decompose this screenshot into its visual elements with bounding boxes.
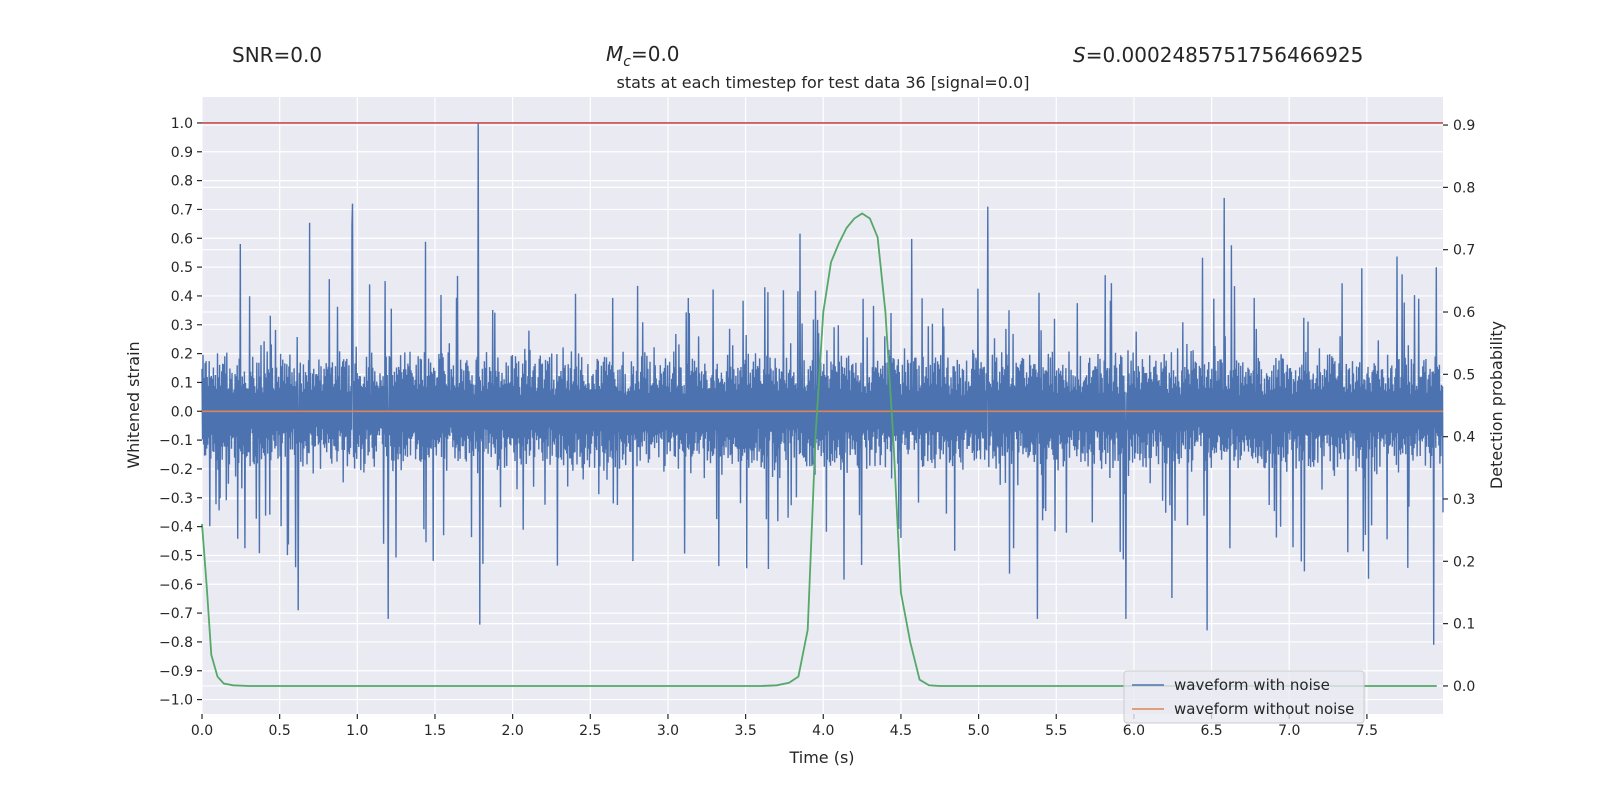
x-tick-label-2: 1.0 bbox=[346, 723, 368, 739]
x-tick-label-7: 3.5 bbox=[734, 723, 756, 739]
x-tick-label-1: 0.5 bbox=[269, 723, 291, 739]
left-y-tick-label-12: −0.2 bbox=[159, 462, 193, 478]
chirp-mass-subscript: c bbox=[623, 54, 631, 70]
left-y-axis-ticks: 1.0 0.9 0.8 0.7 0.6 0.5 0.4 0.3 0.2 0.1 0.0 −0.1 −0.… bbox=[159, 116, 202, 709]
left-y-tick-label-1: 0.9 bbox=[171, 145, 193, 161]
x-axis-label: Time (s) bbox=[788, 748, 854, 767]
right-y-tick-label-2: 0.7 bbox=[1453, 243, 1475, 259]
left-y-tick-label-7: 0.3 bbox=[171, 318, 193, 334]
x-tick-label-9: 4.5 bbox=[890, 723, 912, 739]
right-y-tick-label-1: 0.8 bbox=[1453, 180, 1475, 196]
snr-stat: SNR=0.0 bbox=[232, 43, 322, 67]
x-axis-ticks: 0.0 0.5 1.0 1.5 2.0 2.5 3.0 3.5 4.0 4.5 5.0 5.5 6.0 6… bbox=[191, 714, 1378, 739]
right-y-tick-label-5: 0.4 bbox=[1453, 430, 1475, 446]
right-y-tick-label-8: 0.1 bbox=[1453, 617, 1475, 633]
legend-label-clean: waveform without noise bbox=[1174, 700, 1354, 718]
x-tick-label-3: 1.5 bbox=[424, 723, 446, 739]
left-y-tick-label-20: −1.0 bbox=[159, 693, 193, 709]
left-y-tick-label-18: −0.8 bbox=[159, 635, 193, 651]
chirp-mass-symbol: M bbox=[606, 42, 623, 66]
left-y-tick-label-6: 0.4 bbox=[171, 289, 193, 305]
x-tick-label-6: 3.0 bbox=[657, 723, 679, 739]
x-tick-label-4: 2.0 bbox=[502, 723, 524, 739]
left-y-tick-label-3: 0.7 bbox=[171, 202, 193, 218]
left-y-tick-label-0: 1.0 bbox=[171, 116, 193, 132]
left-y-tick-label-13: −0.3 bbox=[159, 491, 193, 507]
left-y-tick-label-10: 0.0 bbox=[171, 404, 193, 420]
right-y-tick-label-9: 0.0 bbox=[1453, 679, 1475, 695]
x-tick-label-0: 0.0 bbox=[191, 723, 213, 739]
x-tick-label-10: 5.0 bbox=[967, 723, 989, 739]
x-tick-label-13: 6.5 bbox=[1200, 723, 1222, 739]
chirp-mass-stat: Mc=0.0 bbox=[606, 42, 680, 70]
right-y-axis-ticks: 0.9 0.8 0.7 0.6 0.5 0.4 0.3 0.2 0.1 0.0 bbox=[1443, 118, 1475, 695]
right-y-tick-label-4: 0.5 bbox=[1453, 367, 1475, 383]
s-symbol: S bbox=[1073, 43, 1086, 67]
right-y-tick-label-3: 0.6 bbox=[1453, 305, 1475, 321]
right-y-tick-label-7: 0.2 bbox=[1453, 554, 1475, 570]
right-y-tick-label-6: 0.3 bbox=[1453, 492, 1475, 508]
left-y-tick-label-4: 0.6 bbox=[171, 231, 193, 247]
waveform-with-noise-line bbox=[201, 122, 1444, 645]
chirp-mass-value: =0.0 bbox=[631, 42, 680, 66]
left-y-tick-label-2: 0.8 bbox=[171, 174, 193, 190]
detection-probability-line bbox=[201, 212, 1437, 687]
legend: waveform with noise waveform without noi… bbox=[1123, 670, 1365, 724]
left-y-tick-label-9: 0.1 bbox=[171, 375, 193, 391]
left-y-tick-label-15: −0.5 bbox=[159, 548, 193, 564]
legend-box bbox=[1123, 670, 1365, 724]
left-y-axis-label: Whitened strain bbox=[124, 341, 143, 468]
left-y-tick-label-5: 0.5 bbox=[171, 260, 193, 276]
left-y-tick-label-16: −0.6 bbox=[159, 577, 193, 593]
x-tick-label-14: 7.0 bbox=[1278, 723, 1300, 739]
x-tick-label-12: 6.0 bbox=[1123, 723, 1145, 739]
legend-label-noise: waveform with noise bbox=[1174, 676, 1330, 694]
chart-title: stats at each timestep for test data 36 … bbox=[617, 73, 1030, 92]
left-y-tick-label-17: −0.7 bbox=[159, 606, 193, 622]
right-y-axis-label: Detection probability bbox=[1487, 321, 1506, 489]
x-tick-label-5: 2.5 bbox=[579, 723, 601, 739]
s-stat: S=0.0002485751756466925 bbox=[1073, 43, 1363, 67]
left-y-tick-label-11: −0.1 bbox=[159, 433, 193, 449]
s-value: =0.0002485751756466925 bbox=[1086, 43, 1364, 67]
left-y-tick-label-14: −0.4 bbox=[159, 520, 193, 536]
x-tick-label-15: 7.5 bbox=[1356, 723, 1378, 739]
x-tick-label-8: 4.0 bbox=[812, 723, 834, 739]
right-y-tick-label-0: 0.9 bbox=[1453, 118, 1475, 134]
x-tick-label-11: 5.5 bbox=[1045, 723, 1067, 739]
left-y-tick-label-19: −0.9 bbox=[159, 664, 193, 680]
left-y-tick-label-8: 0.2 bbox=[171, 347, 193, 363]
